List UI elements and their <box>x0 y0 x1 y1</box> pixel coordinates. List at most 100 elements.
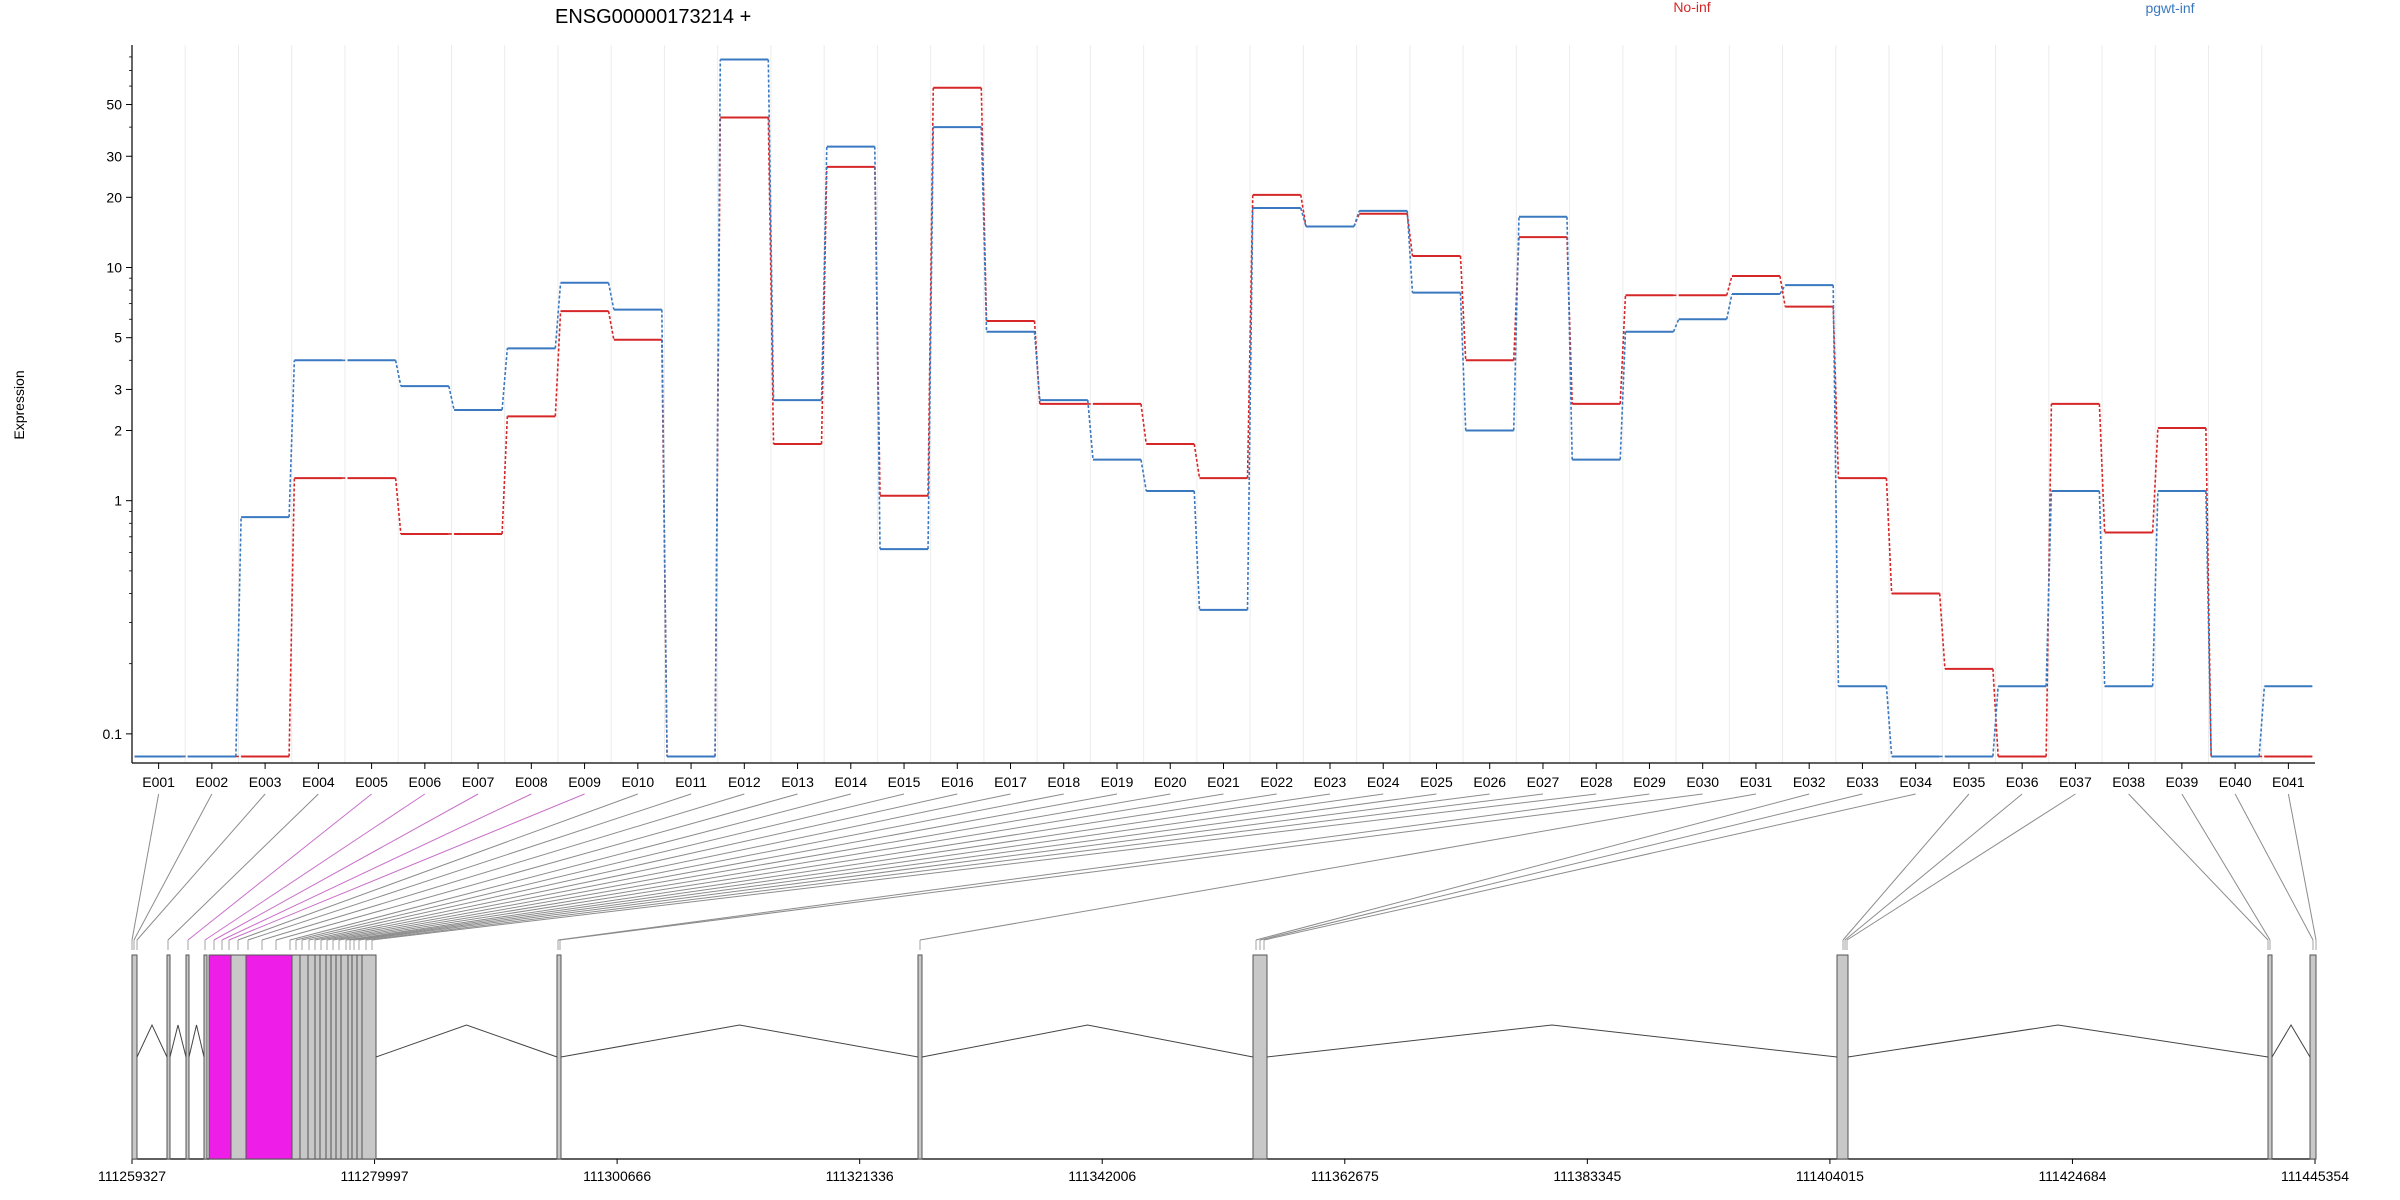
exon-connector <box>338 793 1277 941</box>
y-tick-label: 10 <box>106 260 122 276</box>
genome-tick-label: 111445354 <box>2281 1168 2349 1184</box>
exon-connector <box>289 793 851 941</box>
x-tick-label: E030 <box>1686 774 1719 790</box>
y-tick-label: 5 <box>114 330 122 346</box>
exon-block <box>166 954 171 1160</box>
exon-connector <box>1844 793 2023 941</box>
x-tick-label: E025 <box>1420 774 1453 790</box>
intron-line <box>560 1024 919 1058</box>
x-tick-label: E028 <box>1580 774 1613 790</box>
exon-connector <box>295 793 905 941</box>
exon-block <box>291 954 301 1160</box>
exon-connector <box>187 793 372 941</box>
exon-connector <box>204 793 426 941</box>
x-tick-label: E007 <box>462 774 495 790</box>
exon-block <box>351 954 358 1160</box>
series-transition <box>980 127 988 332</box>
x-tick-label: E023 <box>1314 774 1347 790</box>
x-tick-label: E011 <box>675 774 707 790</box>
series-transition <box>2045 491 2053 687</box>
x-tick-label: E039 <box>2166 774 2199 790</box>
series-transition <box>448 385 455 411</box>
y-tick-label: 20 <box>106 189 122 205</box>
intron-line <box>2271 1024 2311 1058</box>
series-transition <box>1725 293 1733 320</box>
series-transition <box>714 59 722 757</box>
exon-block <box>340 954 349 1160</box>
exon-block <box>203 954 208 1160</box>
series-transition <box>927 87 935 496</box>
exon-connectors <box>131 793 2317 950</box>
series-transition <box>767 59 775 401</box>
exon-block <box>319 954 327 1160</box>
exon-block <box>1836 954 1849 1160</box>
grid-lines <box>184 45 2263 763</box>
series-transition <box>1779 284 1786 295</box>
series-transition <box>1353 210 1360 227</box>
genome-tick-label: 111383345 <box>1553 1168 1621 1184</box>
series-transition <box>1885 686 1893 757</box>
gene-model: 111259327 111279997 111300666 111321336 1113… <box>98 954 2349 1184</box>
series-transition <box>1619 295 1627 404</box>
intron-line <box>169 1024 187 1058</box>
exon-block <box>208 954 232 1160</box>
exon-block <box>131 954 138 1160</box>
exon-block <box>185 954 190 1160</box>
series-transition <box>2151 427 2159 533</box>
exon-connector <box>213 793 479 941</box>
series-transition <box>1406 210 1414 293</box>
exon-connector <box>167 793 319 941</box>
x-tick-label: E020 <box>1154 774 1187 790</box>
exon-block <box>330 954 337 1160</box>
exon-connector <box>358 793 1490 941</box>
x-tick-label: E003 <box>249 774 282 790</box>
series-pgwt-inf <box>134 58 2313 758</box>
exon-connector <box>1263 793 1916 941</box>
exon-block <box>299 954 309 1160</box>
series-transition <box>554 282 562 349</box>
series-transition <box>820 146 828 401</box>
series-transition <box>288 360 296 518</box>
series-transition <box>1725 275 1733 296</box>
intron-line <box>1847 1024 2269 1058</box>
series-transition <box>1140 459 1148 492</box>
x-tick-label: E024 <box>1367 774 1400 790</box>
series-transition <box>1459 292 1467 431</box>
x-tick-label: E034 <box>1899 774 1932 790</box>
exon-connector <box>559 793 1703 941</box>
series-transition <box>1459 255 1467 361</box>
x-tick-label: E009 <box>568 774 601 790</box>
legend-pgwt-inf: pgwt-inf <box>2145 0 2194 16</box>
series-transition <box>1566 216 1574 460</box>
x-tick-label: E005 <box>355 774 388 790</box>
exon-block <box>2267 954 2273 1160</box>
genome-tick-label: 111321336 <box>826 1168 894 1184</box>
series-transition <box>1832 306 1840 479</box>
series-transition <box>1566 237 1574 404</box>
x-tick-label: E001 <box>142 774 175 790</box>
exon-block <box>356 954 363 1160</box>
series-transition <box>2151 491 2159 687</box>
x-tick-label: E010 <box>621 774 654 790</box>
exon-connector <box>2234 793 2314 941</box>
series-transition <box>1299 207 1307 227</box>
x-tick-label: E019 <box>1101 774 1134 790</box>
legend-no-inf: No-inf <box>1673 0 1710 15</box>
exon-connector <box>228 793 585 941</box>
exon-connector <box>261 793 745 941</box>
series-transition <box>1992 686 1999 757</box>
genome-tick-label: 111259327 <box>98 1168 166 1184</box>
exon-block <box>307 954 316 1160</box>
exon-connector <box>1842 793 1970 941</box>
genome-tick-label: 111300666 <box>583 1168 651 1184</box>
series-transition <box>554 311 562 417</box>
intron-line <box>1266 1024 1838 1058</box>
x-tick-label: E021 <box>1207 774 1240 790</box>
series-transition <box>1619 331 1627 460</box>
series-transition <box>1246 207 1254 610</box>
x-tick-label: E018 <box>1047 774 1080 790</box>
intron-line <box>921 1024 1254 1058</box>
exon-connector <box>1255 793 1810 941</box>
series-transition <box>394 478 402 535</box>
series-transition <box>2098 491 2106 687</box>
